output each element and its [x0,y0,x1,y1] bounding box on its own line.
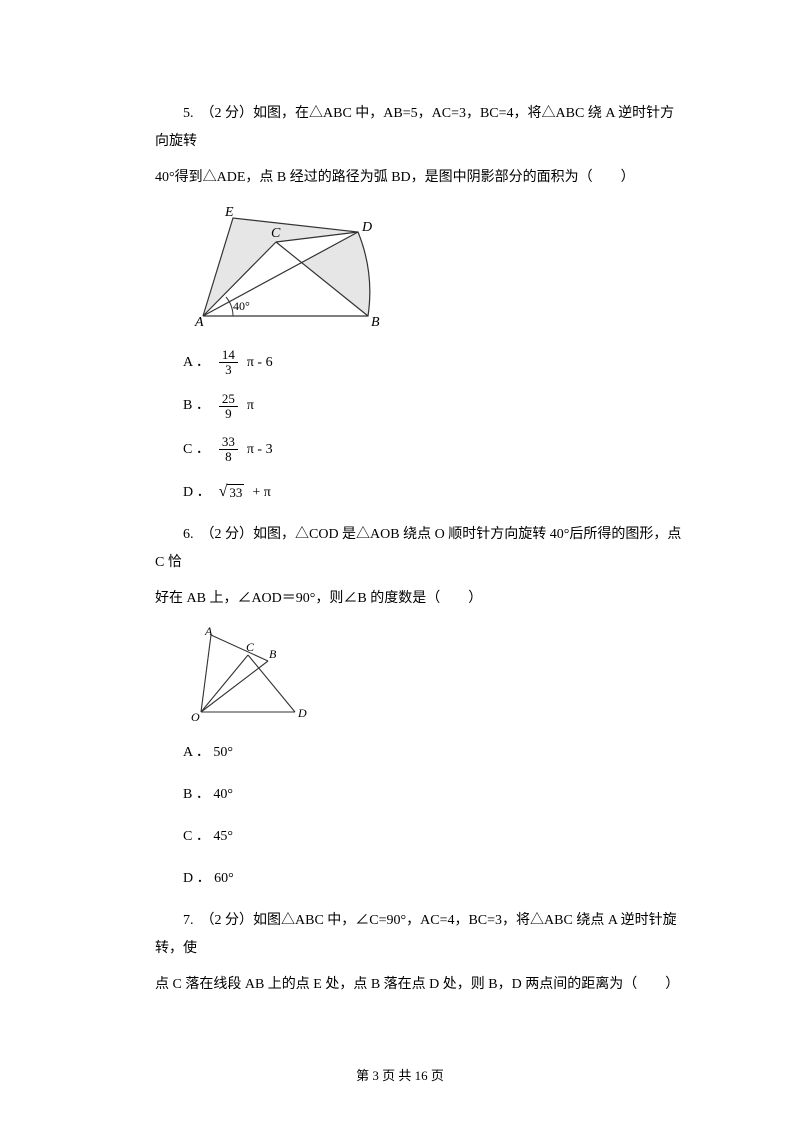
page-content: 5. （2 分）如图，在△ABC 中，AB=5，AC=3，BC=4，将△ABC … [0,0,800,999]
q6-option-d: D ． 60° [183,865,685,893]
label-B: B [269,647,277,661]
fraction: 14 3 [219,348,238,378]
frac-num: 25 [219,392,238,407]
opt-tail: π [247,392,254,420]
q5-line2: 40°得到△ADE，点 B 经过的路径为弧 BD，是图中阴影部分的面积为（ ） [155,164,685,192]
q6-figure: A B C D O [183,625,685,725]
opt-tail: π - 3 [247,436,273,464]
q5-option-a: A ． 14 3 π - 6 [183,348,685,378]
sqrt: √ 33 [219,484,245,501]
label-D: D [361,220,372,235]
q6-option-b: B ． 40° [183,781,685,809]
q5-option-d: D ． √ 33 + π [183,479,685,507]
q7-line1: 7. （2 分）如图△ABC 中，∠C=90°，AC=4，BC=3，将△ABC … [155,907,685,963]
opt-prefix: C ． [183,436,210,464]
opt-prefix: D ． [183,479,211,507]
label-A: A [194,315,204,330]
q5-option-b: B ． 25 9 π [183,392,685,422]
q5-figure: A B C D E 40° [183,204,685,334]
label-angle: 40° [233,299,250,313]
sqrt-body: 33 [227,484,244,501]
q6-line2: 好在 AB 上，∠AOD＝90°，则∠B 的度数是（ ） [155,585,685,613]
opt-prefix: A ． [183,349,210,377]
label-C: C [271,226,281,241]
label-C: C [246,640,255,654]
q5-option-c: C ． 33 8 π - 3 [183,435,685,465]
opt-prefix: B ． [183,392,210,420]
sqrt-sign: √ [219,484,228,500]
opt-tail: + π [252,479,270,507]
label-A: A [204,625,213,638]
fraction: 25 9 [219,392,238,422]
fraction: 33 8 [219,435,238,465]
frac-num: 14 [219,348,238,363]
frac-den: 9 [222,407,235,421]
q6-option-a: A ． 50° [183,739,685,767]
label-E: E [224,205,234,220]
page-footer: 第 3 页 共 16 页 [0,1065,800,1084]
frac-num: 33 [219,435,238,450]
q6-option-c: C ． 45° [183,823,685,851]
opt-tail: π - 6 [247,349,273,377]
frac-den: 3 [222,363,235,377]
q6-line1: 6. （2 分）如图，△COD 是△AOB 绕点 O 顺时针方向旋转 40°后所… [155,521,685,577]
q7-line2: 点 C 落在线段 AB 上的点 E 处，点 B 落在点 D 处，则 B，D 两点… [155,971,685,999]
label-O: O [191,710,200,724]
label-B: B [371,315,380,330]
label-D: D [297,706,307,720]
frac-den: 8 [222,450,235,464]
q5-line1: 5. （2 分）如图，在△ABC 中，AB=5，AC=3，BC=4，将△ABC … [155,100,685,156]
